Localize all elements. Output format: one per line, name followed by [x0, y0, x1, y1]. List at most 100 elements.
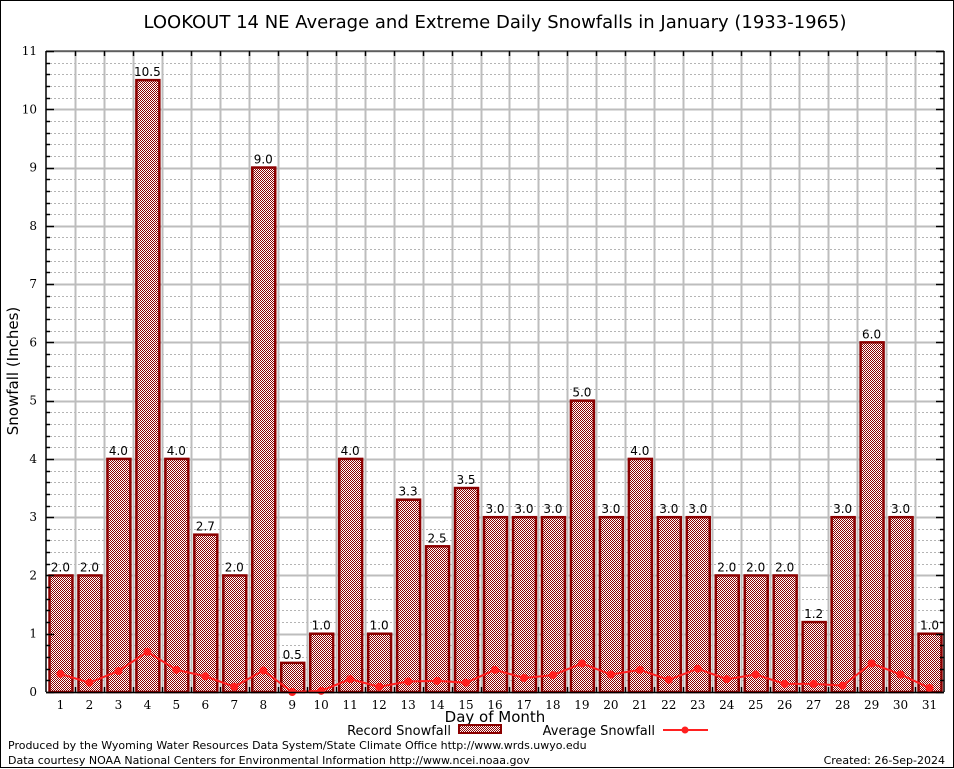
y-tick-label: 0 [29, 685, 37, 699]
average-point [259, 666, 268, 675]
bar-value-label: 2.0 [80, 560, 99, 574]
bar [656, 515, 683, 694]
x-tick-label: 26 [777, 698, 792, 712]
footer-produced-by: Produced by the Wyoming Water Resources … [8, 739, 587, 752]
x-tick-label: 29 [864, 698, 879, 712]
chart-title: LOOKOUT 14 NE Average and Extreme Daily … [143, 12, 846, 33]
average-point [172, 665, 181, 674]
x-tick-label: 24 [719, 698, 735, 712]
bar-value-label: 9.0 [254, 153, 273, 167]
average-point [693, 664, 702, 673]
x-tick-label: 7 [230, 698, 238, 712]
average-point [114, 667, 123, 676]
bar-value-label: 4.0 [109, 444, 128, 458]
bar-value-label: 3.0 [485, 502, 504, 516]
bar-value-label: 4.0 [341, 444, 360, 458]
legend-swatch-record [458, 724, 502, 734]
y-tick-label: 2 [29, 568, 37, 582]
x-tick-label: 11 [343, 698, 358, 712]
x-tick-label: 17 [516, 698, 531, 712]
x-axis-label: Day of Month [445, 708, 546, 726]
bar [395, 498, 422, 694]
average-line [56, 647, 934, 696]
x-tick-label: 18 [545, 698, 560, 712]
average-point [867, 659, 876, 668]
x-tick-labels: 1 2 3 4 5 6 7 8 9 10 11 12 13 14 15 16 17 18 19 20 21 22 23 24 2… [57, 698, 937, 712]
y-tick-label: 4 [29, 452, 37, 466]
y-tick-label: 9 [29, 161, 37, 175]
bar-value-label: 2.7 [196, 520, 215, 534]
x-tick-label: 19 [574, 698, 589, 712]
bar-value-label: 1.0 [920, 619, 939, 633]
bar-value-label: 3.0 [688, 502, 707, 516]
bar-value-label: 3.0 [659, 502, 678, 516]
bar-value-label: 5.0 [572, 386, 591, 400]
bar-value-label: 10.5 [134, 65, 161, 79]
x-tick-label: 1 [57, 698, 65, 712]
bar-value-label: 3.0 [601, 502, 620, 516]
x-tick-label: 14 [429, 698, 445, 712]
average-point [751, 670, 760, 679]
y-tick-label: 10 [22, 102, 37, 116]
average-point [230, 682, 239, 691]
average-point [85, 678, 94, 687]
bar [193, 533, 219, 694]
average-point [346, 675, 355, 684]
bar [135, 78, 161, 694]
bar [337, 457, 364, 694]
bar-value-label: 1.0 [370, 619, 389, 633]
bar [308, 632, 335, 694]
bar [251, 166, 277, 694]
bar [164, 457, 190, 694]
x-tick-label: 6 [202, 698, 210, 712]
x-tick-label: 23 [690, 698, 705, 712]
bar [714, 574, 740, 694]
bar [888, 515, 914, 694]
y-tick-label: 11 [22, 44, 37, 58]
average-point [722, 675, 731, 684]
bar [540, 515, 567, 694]
average-point [375, 682, 384, 691]
average-point [780, 679, 789, 688]
x-tick-label: 13 [400, 698, 415, 712]
x-tick-label: 28 [835, 698, 850, 712]
bar-value-label: 3.0 [833, 502, 852, 516]
average-point [577, 659, 586, 668]
bar-value-label: 6.0 [862, 327, 881, 341]
bar [830, 515, 856, 694]
average-point [143, 647, 152, 656]
bar [453, 486, 480, 694]
average-point [433, 676, 442, 685]
bar [511, 515, 538, 694]
x-tick-label: 15 [458, 698, 473, 712]
y-tick-label: 6 [29, 335, 37, 349]
y-axis-label: Snowfall (Inches) [4, 307, 22, 435]
legend-label-average: Average Snowfall [543, 724, 655, 739]
average-point [519, 674, 528, 683]
average-point [809, 679, 818, 688]
y-tick-label: 7 [29, 277, 37, 291]
y-tick-label: 5 [29, 394, 37, 408]
bar [627, 457, 654, 694]
bar [106, 457, 132, 694]
x-tick-label: 4 [144, 698, 152, 712]
bar-value-label: 2.5 [428, 531, 447, 545]
bar-value-label: 3.0 [543, 502, 562, 516]
x-tick-label: 31 [922, 698, 937, 712]
bar-value-label: 3.0 [891, 502, 910, 516]
x-tick-label: 22 [661, 698, 676, 712]
bar-value-label: 3.3 [399, 485, 418, 499]
x-tick-label: 10 [314, 698, 329, 712]
bar-value-label: 2.0 [775, 560, 794, 574]
x-tick-label: 2 [86, 698, 94, 712]
bar-value-label: 0.5 [283, 648, 302, 662]
x-tick-label: 9 [288, 698, 296, 712]
x-tick-label: 16 [487, 698, 502, 712]
x-tick-label: 8 [259, 698, 267, 712]
bar-value-label: 2.0 [746, 560, 765, 574]
x-tick-label: 21 [632, 698, 647, 712]
average-point [606, 670, 615, 679]
bars [48, 78, 943, 694]
